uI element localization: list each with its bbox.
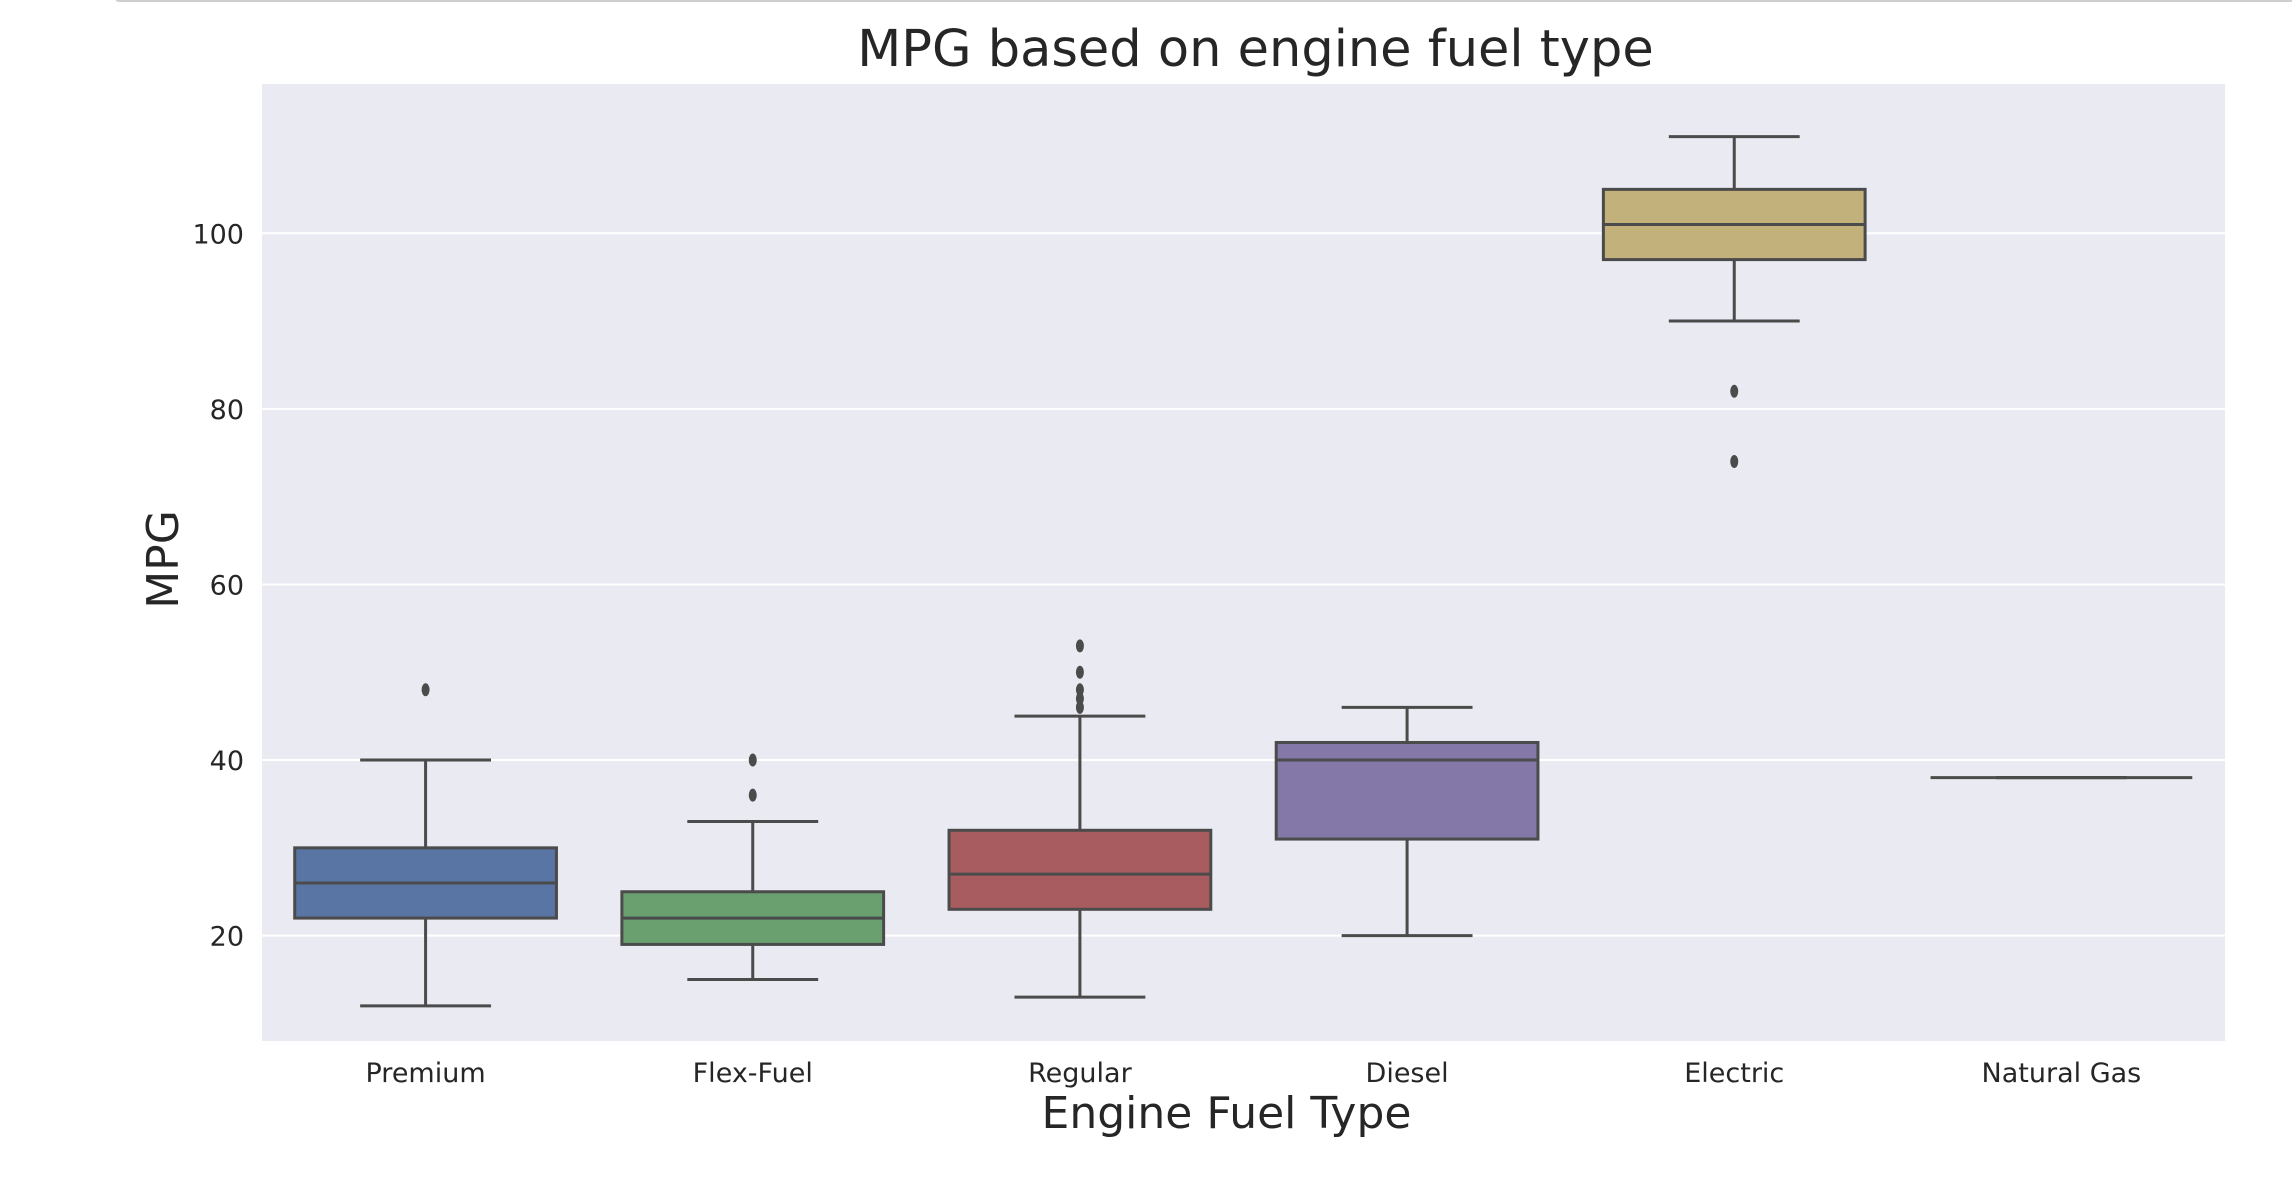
box-regular (947, 639, 1213, 999)
box-series (293, 135, 2193, 1008)
outlier-point (1730, 384, 1739, 398)
outlier-point (1730, 455, 1739, 469)
outlier-point (1075, 665, 1084, 679)
y-axis-title: MPG (138, 510, 189, 609)
x-axis-title: Engine Fuel Type (1042, 1088, 1412, 1139)
box-body (1274, 740, 1540, 841)
x-tick-label-regular: Regular (1028, 1058, 1132, 1089)
x-tick-label-electric: Electric (1684, 1058, 1784, 1089)
y-tick-label-60: 60 (210, 570, 244, 601)
grid-lines (262, 232, 2225, 937)
outlier-point (748, 788, 757, 802)
tick-labels: 20 40 60 80 100 Premium Flex-Fuel Regular Diesel… (192, 219, 2141, 1089)
box-body (947, 828, 1213, 911)
box-diesel (1274, 705, 1540, 938)
outlier-point (1075, 639, 1084, 653)
top-input-frame (115, 0, 2292, 2)
x-tick-label-flex-fuel: Flex-Fuel (693, 1058, 813, 1089)
chart-title: MPG based on engine fuel type (857, 20, 1654, 79)
x-tick-label-diesel: Diesel (1366, 1058, 1449, 1089)
y-tick-label-40: 40 (210, 746, 244, 777)
outlier-point (748, 753, 757, 767)
x-tick-label-natural-gas: Natural Gas (1982, 1058, 2142, 1089)
x-tick-label-premium: Premium (366, 1058, 486, 1089)
box-premium (293, 683, 558, 1008)
outlier-point (1075, 683, 1084, 697)
y-tick-label-20: 20 (210, 922, 244, 953)
y-tick-label-80: 80 (210, 395, 244, 426)
y-tick-label-100: 100 (192, 219, 244, 250)
outlier-point (421, 683, 430, 697)
plot-background (262, 84, 2225, 1041)
box-flex-fuel (620, 753, 886, 982)
box-electric (1601, 135, 1867, 469)
